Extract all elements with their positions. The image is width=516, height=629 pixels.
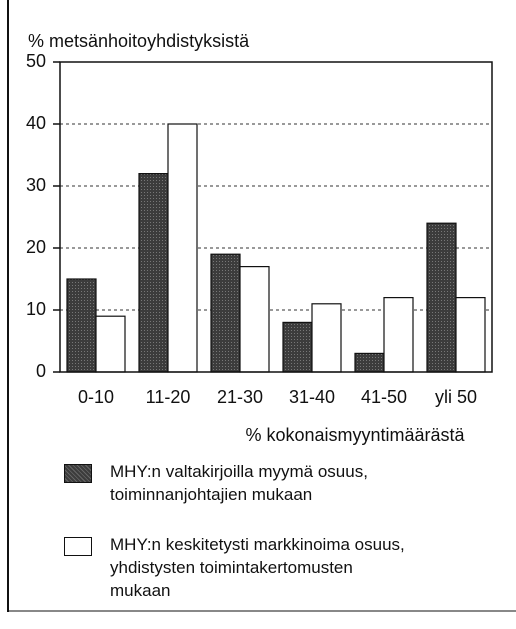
x-axis-label: % kokonaismyyntimäärästä xyxy=(245,425,465,445)
plot: 0 10 20 30 40 50 0-10 11-20 21-30 31-40 41-50 yli 5… xyxy=(26,51,493,407)
x-tick-label: 0-10 xyxy=(78,387,114,407)
legend-swatch xyxy=(64,464,92,483)
plot-frame xyxy=(59,61,493,373)
x-tick-label: 41-50 xyxy=(361,387,407,407)
bar xyxy=(239,266,270,373)
legend-swatch xyxy=(64,537,92,556)
y-tick-label: 20 xyxy=(26,237,46,257)
y-tick-label: 30 xyxy=(26,175,46,195)
bar xyxy=(455,297,486,373)
bar xyxy=(282,321,313,373)
bar xyxy=(426,222,457,373)
x-tick-label: yli 50 xyxy=(435,387,477,407)
chart-title: % metsänhoitoyhdistyksistä xyxy=(28,31,250,51)
y-tick-label: 40 xyxy=(26,113,46,133)
bar xyxy=(383,297,414,373)
bar xyxy=(210,253,241,373)
y-tick-label: 0 xyxy=(36,361,46,381)
y-tick-label: 50 xyxy=(26,51,46,71)
legend-item: MHY:n keskitetysti markkinoima osuus, yh… xyxy=(64,533,504,602)
x-tick-label: 21-30 xyxy=(217,387,263,407)
bar xyxy=(354,352,385,373)
x-tick-label: 11-20 xyxy=(146,387,191,407)
bar xyxy=(311,303,342,373)
x-tick-label: 31-40 xyxy=(289,387,335,407)
bar xyxy=(138,173,169,373)
bar xyxy=(66,278,97,373)
bar xyxy=(167,123,198,373)
legend-label: MHY:n keskitetysti markkinoima osuus, yh… xyxy=(110,535,405,600)
legend-item: MHY:n valtakirjoilla myymä osuus, toimin… xyxy=(64,460,504,506)
legend-label: MHY:n valtakirjoilla myymä osuus, toimin… xyxy=(110,462,368,504)
bar xyxy=(95,315,126,373)
y-tick-label: 10 xyxy=(26,299,46,319)
